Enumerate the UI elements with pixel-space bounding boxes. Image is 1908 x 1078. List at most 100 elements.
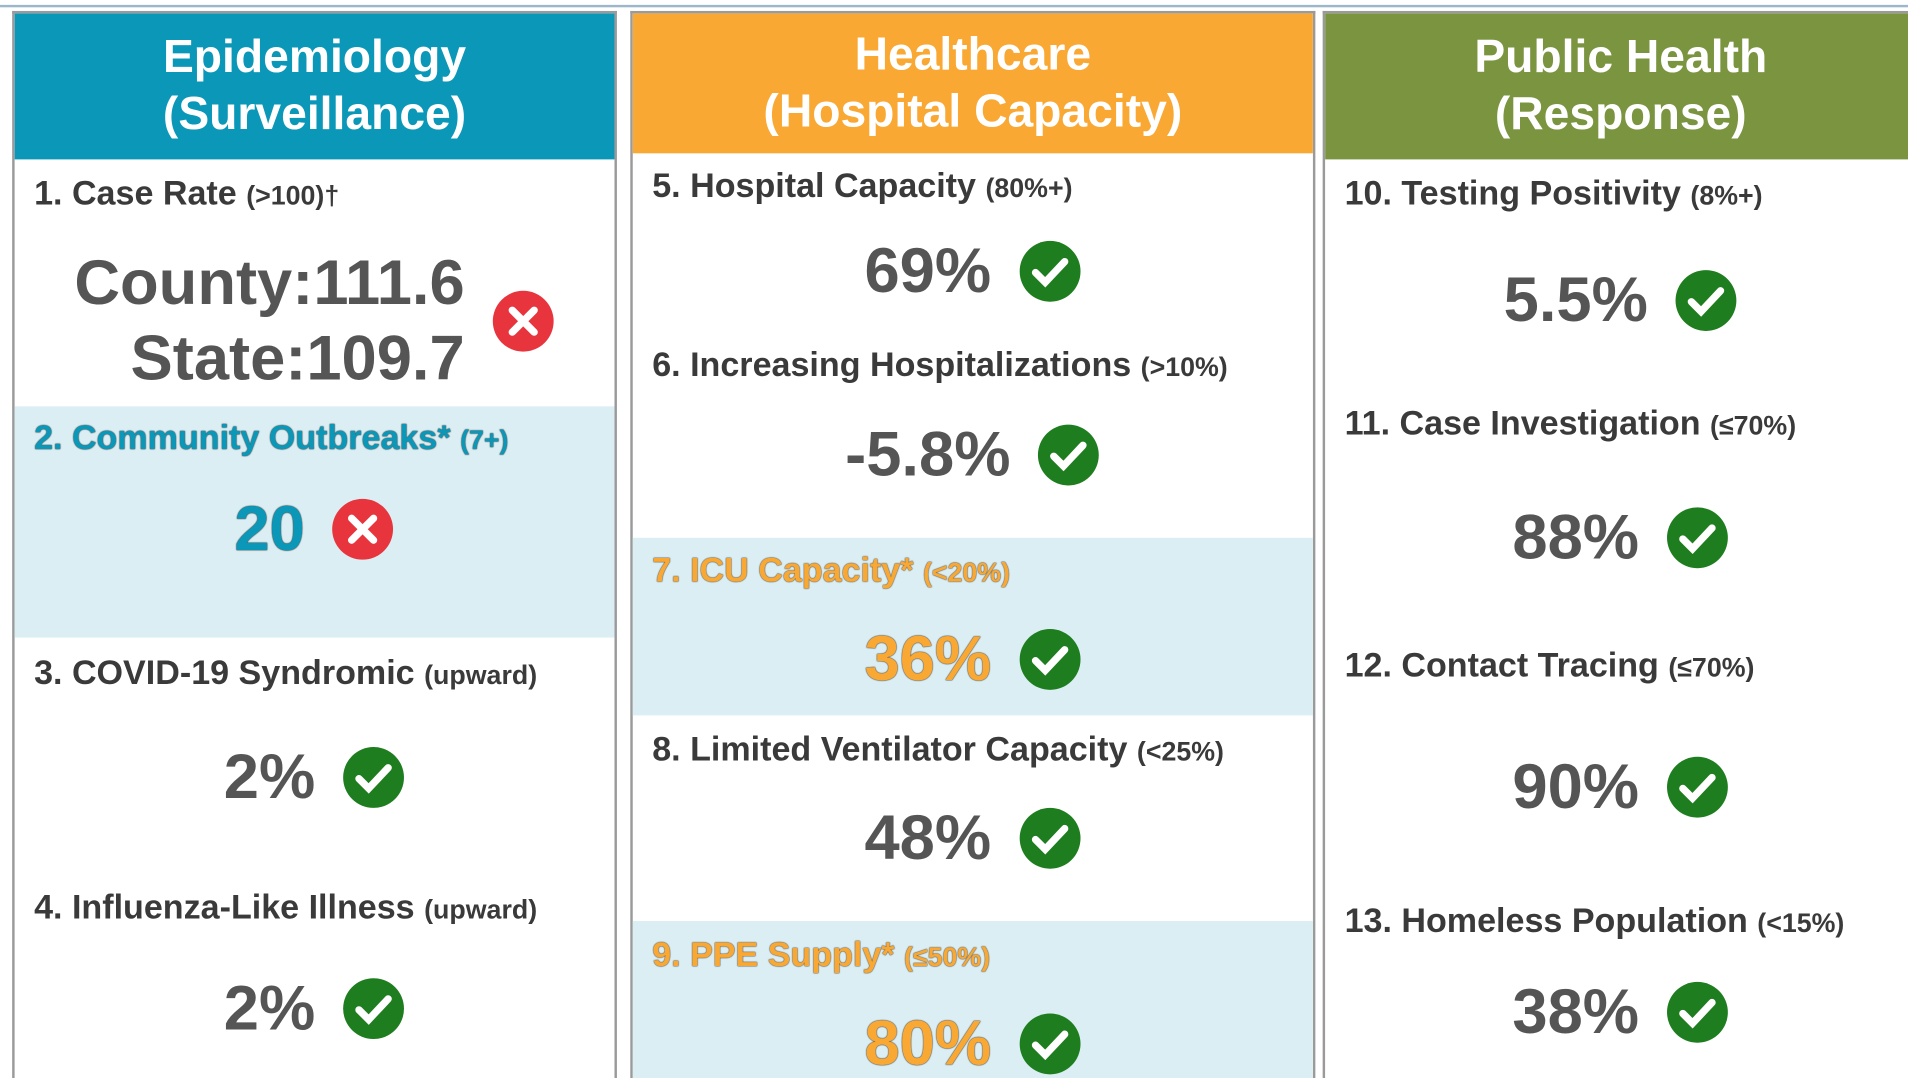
header-subtitle: (Surveillance) xyxy=(162,88,467,140)
column: Public Health (Response) 10. Testing Posit… xyxy=(1322,10,1908,1078)
metric-label: 4. Influenza-Like Illness (upward) xyxy=(34,888,537,927)
metric-value: -5.8% xyxy=(633,417,1313,492)
metric-name: 4. Influenza-Like Illness xyxy=(34,888,415,926)
metric-label: 11. Case Investigation (≤70%) xyxy=(1345,404,1797,443)
value-text: 20 xyxy=(234,492,304,567)
check-icon xyxy=(1675,270,1737,331)
value-line: State:109.7 xyxy=(130,323,465,395)
value-text: 69% xyxy=(864,234,991,309)
check-icon xyxy=(1019,1013,1080,1075)
header-title: Epidemiology xyxy=(162,31,467,83)
check-icon xyxy=(1667,981,1728,1043)
metric-threshold: (≤70%) xyxy=(1668,652,1755,683)
metric-value: 88% xyxy=(1325,500,1908,575)
column-header: Healthcare (Hospital Capacity) xyxy=(632,13,1313,154)
metric-value: 36% xyxy=(633,622,1313,697)
metric-label: 2. Community Outbreaks* (7+) xyxy=(34,419,508,458)
value-line: 2% xyxy=(223,973,316,1044)
value-text: 48% xyxy=(864,801,991,876)
value-text: 2% xyxy=(224,971,315,1046)
highlight-band xyxy=(632,537,1313,716)
metric-threshold: (<20%) xyxy=(922,557,1011,588)
metric-threshold: (upward) xyxy=(424,894,538,925)
metric-value: 90% xyxy=(1325,749,1908,824)
metric-name: 2. Community Outbreaks* xyxy=(34,418,451,457)
highlight-band xyxy=(14,406,615,638)
value-line: 69% xyxy=(864,236,992,307)
metric-threshold: (upward) xyxy=(424,659,538,690)
metric-value: 2% xyxy=(15,740,615,815)
fail-icon xyxy=(332,498,394,560)
metric-name: 9. PPE Supply* xyxy=(652,935,895,974)
metric-label: 10. Testing Positivity (8%+) xyxy=(1345,174,1763,213)
value-line: 2% xyxy=(223,742,316,813)
value-text: County:111.6 State:109.7 xyxy=(74,246,464,397)
top-rule xyxy=(0,4,1908,8)
column-header: Public Health (Response) xyxy=(1325,13,1908,160)
value-text: 90% xyxy=(1512,749,1639,824)
metric-value: 69% xyxy=(633,234,1313,309)
metric-name: 10. Testing Positivity xyxy=(1344,173,1681,212)
value-line: 38% xyxy=(1512,977,1640,1048)
highlight-band xyxy=(632,921,1313,1078)
metric-value: 80% xyxy=(633,1006,1313,1078)
header-subtitle: (Response) xyxy=(1494,88,1747,140)
check-icon xyxy=(343,747,405,808)
value-line: 88% xyxy=(1512,502,1640,574)
metric-value: County:111.6 State:109.7 xyxy=(15,246,615,397)
metric-name: 1. Case Rate xyxy=(34,173,237,212)
value-line: 90% xyxy=(1512,751,1640,823)
value-line: 36% xyxy=(864,624,992,695)
value-line: -5.8% xyxy=(845,419,1011,491)
value-line: 80% xyxy=(864,1008,992,1078)
check-icon xyxy=(343,978,405,1040)
check-icon xyxy=(1667,756,1728,818)
metric-label: 6. Increasing Hospitalizations (>10%) xyxy=(652,346,1228,385)
check-icon xyxy=(1667,507,1728,569)
metric-label: 8. Limited Ventilator Capacity (<25%) xyxy=(652,730,1224,769)
value-line: 48% xyxy=(864,803,992,874)
value-text: 36% xyxy=(864,622,991,697)
metric-label: 7. ICU Capacity* (<20%) xyxy=(652,551,1010,590)
column-header: Epidemiology (Surveillance) xyxy=(14,13,615,160)
metric-value: 48% xyxy=(633,801,1313,876)
check-icon xyxy=(1019,807,1080,869)
metric-value: 20 xyxy=(15,492,615,567)
metric-threshold: (8%+) xyxy=(1690,180,1763,211)
metric-threshold: (>10%) xyxy=(1140,351,1228,383)
metric-label: 13. Homeless Population (<15%) xyxy=(1345,902,1845,941)
value-line: 5.5% xyxy=(1503,265,1648,336)
metric-value: 2% xyxy=(15,971,615,1046)
metric-name: 6. Increasing Hospitalizations xyxy=(652,345,1132,384)
metric-threshold: (≤70%) xyxy=(1710,410,1797,441)
value-text: 88% xyxy=(1512,500,1639,575)
metric-threshold: (80%+) xyxy=(985,172,1073,204)
header-title: Public Health xyxy=(1474,31,1768,83)
metric-label: 1. Case Rate (>100)† xyxy=(34,174,339,213)
metric-name: 8. Limited Ventilator Capacity xyxy=(652,730,1128,768)
value-text: 5.5% xyxy=(1504,263,1648,338)
metric-name: 7. ICU Capacity* xyxy=(652,551,914,589)
metric-name: 13. Homeless Population xyxy=(1344,901,1748,940)
metric-name: 3. COVID-19 Syndromic xyxy=(34,653,415,692)
value-text: 2% xyxy=(224,740,315,815)
column: Healthcare (Hospital Capacity) 5. Hospital… xyxy=(630,10,1316,1078)
value-line: County:111.6 xyxy=(74,248,465,319)
value-text: 38% xyxy=(1512,975,1639,1050)
metric-label: 12. Contact Tracing (≤70%) xyxy=(1345,646,1755,685)
value-text: 80% xyxy=(864,1006,991,1078)
value-line: 20 xyxy=(234,493,305,565)
metric-name: 12. Contact Tracing xyxy=(1344,646,1659,684)
value-text: -5.8% xyxy=(845,417,1010,492)
metric-threshold: (≤50%) xyxy=(904,941,991,973)
header-title: Healthcare xyxy=(854,28,1092,80)
column: Epidemiology (Surveillance) 1. Case Rate (… xyxy=(12,10,617,1078)
metric-threshold: (>100)† xyxy=(246,180,340,211)
metric-threshold: (<15%) xyxy=(1757,907,1845,939)
check-icon xyxy=(1019,240,1080,302)
check-icon xyxy=(1038,424,1100,486)
metric-value: 38% xyxy=(1325,975,1908,1050)
check-icon xyxy=(1019,629,1080,690)
